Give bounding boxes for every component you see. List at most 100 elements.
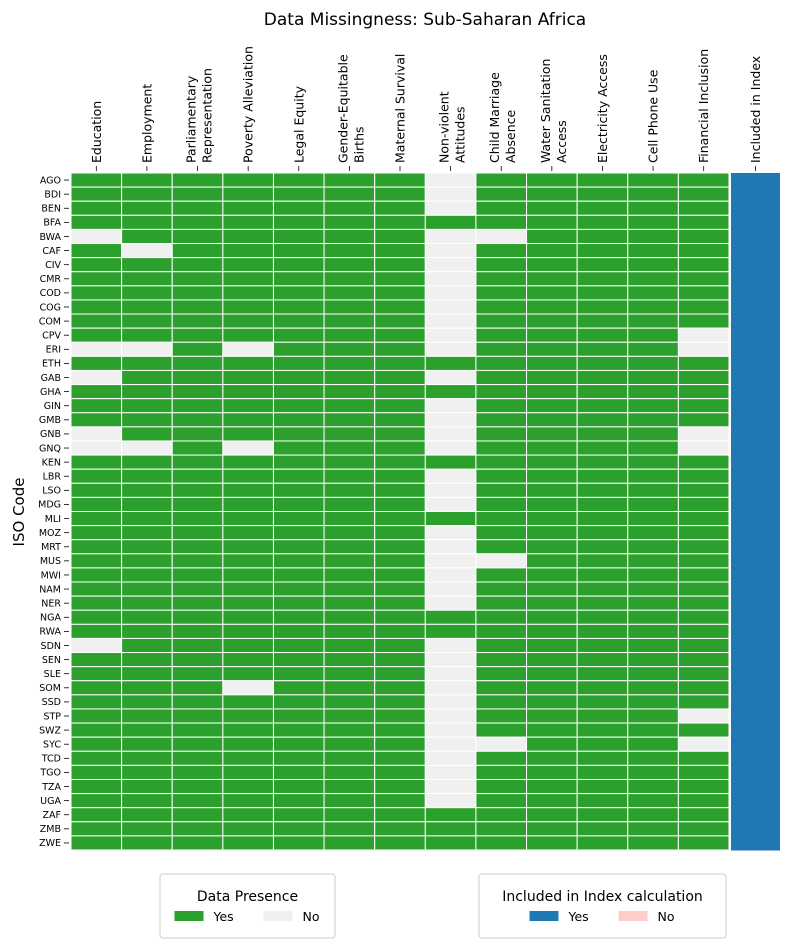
heatmap-cell — [677, 553, 730, 569]
heatmap-cell — [323, 835, 376, 851]
heatmap-cell — [121, 496, 173, 513]
heatmap-cell — [121, 257, 173, 273]
heatmap-cell — [677, 327, 730, 343]
heatmap-cell — [627, 228, 679, 245]
heatmap-cell — [323, 623, 376, 639]
heatmap-cell — [526, 482, 578, 498]
heatmap-cell — [121, 285, 173, 301]
heatmap-cell — [576, 482, 629, 498]
heatmap-cell — [323, 637, 376, 654]
heatmap-cell — [323, 384, 376, 400]
column-label: Water SanitationAccess — [538, 59, 569, 163]
heatmap-cell — [121, 525, 173, 541]
heatmap-cell — [475, 468, 528, 484]
heatmap-cell — [323, 341, 376, 357]
heatmap-cell — [677, 426, 730, 442]
heatmap-cell — [677, 271, 730, 287]
heatmap-cell — [374, 750, 426, 766]
heatmap-cell — [677, 736, 730, 752]
row-label: TZA — [41, 782, 61, 793]
heatmap-cell — [70, 764, 123, 780]
heatmap-cell — [272, 511, 325, 527]
heatmap-cell — [70, 496, 123, 513]
heatmap-cell — [627, 623, 679, 639]
heatmap-cell — [576, 807, 629, 823]
heatmap-cell — [475, 539, 528, 555]
heatmap-cell — [323, 243, 376, 259]
heatmap-cell — [272, 186, 325, 202]
row-label: SSD — [42, 697, 61, 708]
included-cell — [731, 525, 780, 541]
heatmap-cell — [171, 440, 224, 456]
heatmap-cell — [677, 482, 730, 498]
heatmap-cell — [121, 680, 173, 696]
heatmap-cell — [526, 778, 578, 795]
heatmap-cell — [272, 595, 325, 611]
heatmap-cell — [576, 369, 629, 386]
heatmap-cell — [374, 539, 426, 555]
legend-swatch — [618, 911, 648, 921]
heatmap-cell — [424, 595, 477, 611]
heatmap-cell — [70, 412, 123, 428]
heatmap-cell — [627, 299, 679, 315]
heatmap-cell — [70, 341, 123, 357]
legend-swatch — [263, 911, 293, 921]
heatmap-cell — [171, 186, 224, 202]
heatmap-cell — [374, 271, 426, 287]
row-label: ERI — [46, 345, 61, 356]
legend-title: Included in Index calculation — [502, 889, 703, 905]
heatmap-cell — [121, 666, 173, 682]
heatmap-cell — [475, 482, 528, 498]
heatmap-cell — [272, 637, 325, 654]
heatmap-cell — [627, 412, 679, 428]
included-cell — [731, 257, 780, 273]
heatmap-cell — [576, 821, 629, 837]
heatmap-cell — [424, 257, 477, 273]
heatmap-cell — [526, 609, 578, 625]
heatmap-cell — [576, 652, 629, 668]
heatmap-cell — [323, 214, 376, 230]
heatmap-cell — [374, 764, 426, 780]
included-cell — [731, 469, 780, 484]
heatmap-cell — [424, 412, 477, 428]
heatmap-cell — [576, 708, 629, 724]
heatmap-cell — [677, 468, 730, 484]
heatmap-cell — [121, 623, 173, 639]
heatmap-cell — [627, 821, 679, 837]
heatmap-cell — [475, 694, 528, 710]
heatmap-cell — [374, 355, 426, 371]
heatmap-cell — [475, 243, 528, 259]
row-label: TCD — [41, 754, 61, 765]
heatmap-cell — [272, 398, 325, 414]
heatmap-cell — [171, 722, 224, 738]
included-cell — [731, 243, 780, 259]
included-cell — [731, 356, 780, 371]
heatmap-cell — [70, 750, 123, 766]
heatmap-cell — [677, 496, 730, 513]
heatmap-cell — [323, 793, 376, 809]
heatmap-cell — [222, 313, 274, 329]
heatmap-cell — [121, 243, 173, 259]
heatmap-cell — [627, 539, 679, 555]
heatmap-cell — [627, 482, 679, 498]
heatmap-cell — [677, 369, 730, 386]
heatmap-cell — [272, 722, 325, 738]
heatmap-cell — [677, 581, 730, 597]
heatmap-cell — [272, 708, 325, 724]
heatmap-cell — [121, 341, 173, 357]
heatmap-cell — [70, 257, 123, 273]
heatmap-cell — [475, 327, 528, 343]
heatmap-cell — [526, 821, 578, 837]
row-label: ZWE — [39, 838, 61, 849]
heatmap-cell — [627, 355, 679, 371]
heatmap-cell — [222, 214, 274, 230]
column-label: Employment — [139, 84, 154, 163]
heatmap-cell — [121, 694, 173, 710]
included-cell — [731, 455, 780, 470]
heatmap-cell — [70, 186, 123, 202]
heatmap-cell — [526, 440, 578, 456]
heatmap-cell — [677, 807, 730, 823]
heatmap-cell — [171, 228, 224, 245]
heatmap-cell — [171, 482, 224, 498]
heatmap-cell — [576, 595, 629, 611]
